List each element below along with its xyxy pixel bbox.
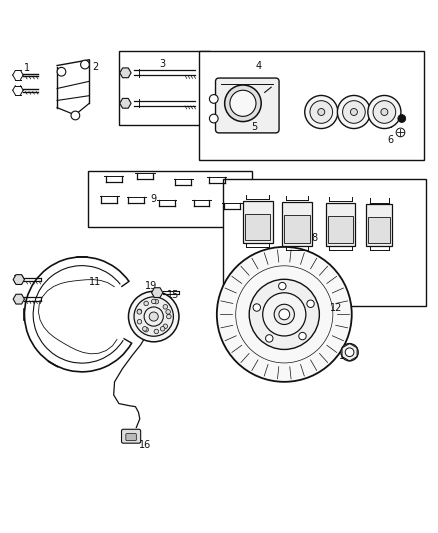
Bar: [325, 203, 355, 246]
Circle shape: [279, 309, 290, 320]
Circle shape: [81, 60, 89, 69]
Bar: [199, 51, 424, 160]
Bar: [284, 215, 310, 244]
Text: 16: 16: [139, 440, 151, 450]
Circle shape: [350, 109, 357, 116]
Circle shape: [149, 312, 158, 321]
Text: 7: 7: [388, 120, 394, 130]
Text: 8: 8: [312, 233, 318, 243]
Circle shape: [166, 314, 171, 319]
Polygon shape: [13, 294, 25, 304]
Circle shape: [230, 90, 256, 116]
Circle shape: [318, 109, 325, 116]
Circle shape: [137, 309, 142, 313]
Text: 11: 11: [89, 277, 101, 287]
Circle shape: [217, 247, 352, 382]
FancyBboxPatch shape: [121, 429, 141, 443]
Circle shape: [209, 114, 218, 123]
Circle shape: [152, 299, 156, 304]
Polygon shape: [120, 99, 131, 108]
Bar: [243, 201, 272, 243]
Circle shape: [137, 319, 142, 324]
Circle shape: [249, 279, 319, 350]
Circle shape: [137, 310, 141, 314]
Text: 6: 6: [388, 135, 394, 146]
Text: 3: 3: [159, 59, 166, 69]
Circle shape: [160, 327, 165, 331]
Circle shape: [373, 101, 396, 123]
Text: 9: 9: [151, 194, 157, 204]
Circle shape: [396, 128, 405, 137]
Circle shape: [134, 297, 173, 336]
Bar: [119, 51, 210, 125]
Circle shape: [368, 95, 401, 128]
Circle shape: [144, 327, 148, 332]
Circle shape: [398, 115, 406, 123]
Circle shape: [274, 304, 294, 325]
Bar: [328, 216, 353, 244]
Circle shape: [163, 304, 168, 309]
Bar: [368, 216, 390, 244]
Circle shape: [144, 307, 163, 326]
FancyBboxPatch shape: [126, 434, 136, 441]
Text: 10: 10: [13, 274, 25, 285]
Circle shape: [307, 300, 314, 308]
Circle shape: [345, 348, 354, 357]
Bar: [282, 202, 312, 246]
Text: 12: 12: [330, 303, 343, 313]
Circle shape: [154, 300, 159, 304]
Text: 19: 19: [145, 281, 158, 291]
Circle shape: [341, 344, 358, 361]
Circle shape: [279, 282, 286, 290]
Circle shape: [305, 95, 338, 128]
Polygon shape: [13, 274, 25, 285]
Text: 2: 2: [92, 62, 98, 72]
Circle shape: [253, 304, 261, 311]
Circle shape: [142, 327, 147, 331]
Circle shape: [310, 101, 332, 123]
Text: 1: 1: [25, 63, 31, 74]
Text: 15: 15: [167, 290, 180, 300]
Polygon shape: [120, 68, 131, 78]
Text: 4: 4: [255, 61, 261, 71]
Circle shape: [381, 109, 388, 116]
Circle shape: [163, 324, 168, 328]
Circle shape: [209, 94, 218, 103]
Circle shape: [265, 335, 273, 342]
Polygon shape: [152, 288, 163, 297]
Circle shape: [144, 301, 148, 306]
Bar: [223, 180, 426, 305]
Circle shape: [299, 333, 306, 340]
Bar: [88, 171, 252, 228]
Circle shape: [343, 101, 365, 123]
Circle shape: [128, 292, 179, 342]
Circle shape: [154, 329, 159, 334]
Circle shape: [263, 293, 306, 336]
Circle shape: [225, 85, 261, 122]
Bar: [245, 214, 270, 240]
Circle shape: [166, 310, 170, 314]
Text: 5: 5: [251, 122, 257, 132]
Circle shape: [71, 111, 80, 120]
Text: 13: 13: [339, 351, 351, 361]
Circle shape: [57, 67, 66, 76]
Circle shape: [337, 95, 371, 128]
FancyBboxPatch shape: [215, 78, 279, 133]
Bar: [366, 204, 392, 246]
